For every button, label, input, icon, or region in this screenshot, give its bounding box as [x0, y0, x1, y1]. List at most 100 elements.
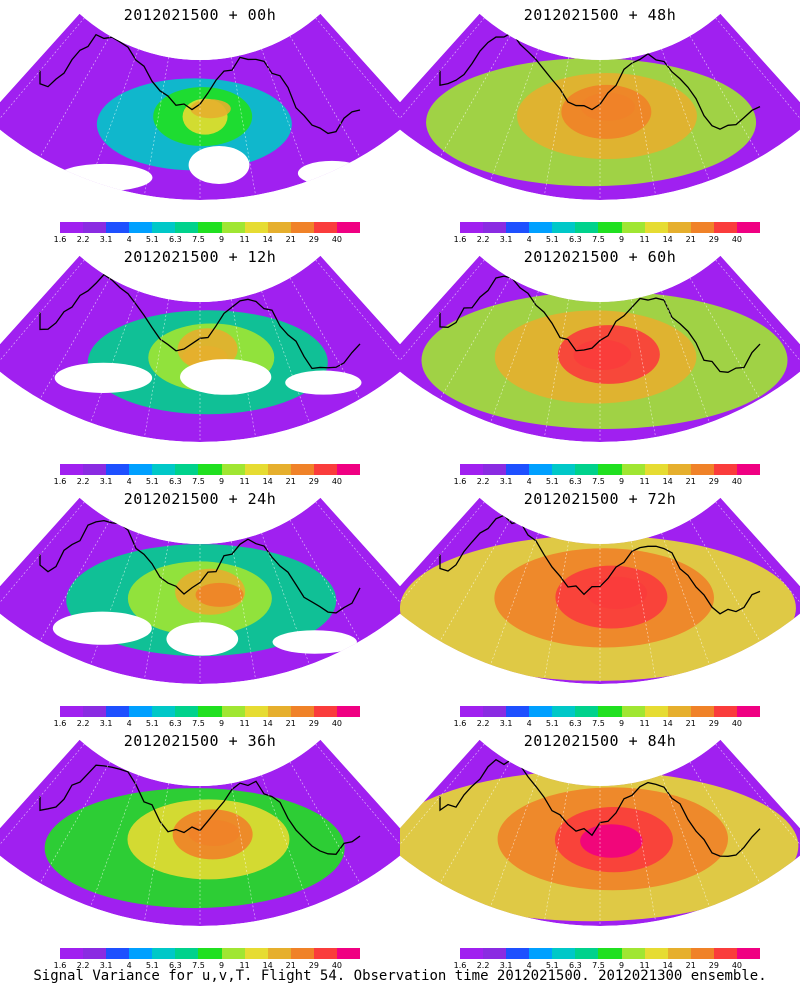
colorbar-swatch: [575, 464, 599, 475]
colorbar-tick-label: 5.1: [545, 961, 559, 970]
colorbar-tick-label: 5.1: [545, 719, 559, 728]
colorbar-tick-label: 7.5: [192, 235, 205, 244]
meridian-line: [544, 299, 570, 438]
panel-title: 2012021500 + 60h: [523, 248, 677, 266]
meridian-line: [544, 541, 570, 680]
colorbar-swatch: [736, 222, 761, 233]
variance-map: [0, 739, 400, 926]
colorbar-tick-label: 14: [662, 719, 673, 728]
colorbar-swatch: [83, 948, 107, 959]
colorbar-swatch: [152, 706, 176, 717]
colorbar-tick-label: 2.2: [76, 477, 90, 486]
colorbar-tick-label: 6.3: [169, 961, 182, 970]
variance-contour: [195, 582, 244, 607]
panel-title: 2012021500 + 36h: [123, 732, 277, 750]
colorbar-tick-label: 6.3: [569, 477, 582, 486]
colorbar-tick-label: 4: [526, 477, 532, 486]
colorbar-swatch: [690, 948, 715, 959]
colorbar-swatch: [336, 222, 361, 233]
meridian-line: [630, 541, 656, 680]
colorbar-tick-label: 1.6: [53, 961, 67, 970]
colorbar-swatch: [483, 222, 507, 233]
variance-contour: [188, 819, 240, 846]
colorbar-swatch: [575, 706, 599, 717]
colorbar-swatch: [690, 464, 715, 475]
colorbar-swatch: [552, 222, 576, 233]
coastline: [39, 764, 361, 855]
colorbar-swatch: [221, 706, 246, 717]
meridian-line: [144, 541, 170, 680]
colorbar-swatch: [221, 948, 246, 959]
colorbar-tick-label: 29: [308, 235, 319, 244]
colorbar-swatch: [736, 948, 761, 959]
below-threshold-area: [285, 370, 362, 395]
colorbar-swatch: [667, 464, 692, 475]
colorbar-tick-label: 40: [331, 719, 343, 728]
colorbar-swatch: [290, 948, 315, 959]
variance-map: [0, 255, 400, 442]
colorbar-tick-label: 3.1: [499, 235, 513, 244]
colorbar-tick-label: 6.3: [569, 235, 582, 244]
colorbar-swatch: [506, 948, 530, 959]
colorbar-swatch: [667, 222, 692, 233]
colorbar-swatch: [598, 222, 623, 233]
meridian-line: [144, 299, 170, 438]
colorbar-tick-label: 2.2: [476, 235, 490, 244]
colorbar-tick-label: 7.5: [192, 477, 205, 486]
colorbar-tick-label: 1.6: [53, 477, 67, 486]
colorbar-tick-label: 21: [685, 719, 696, 728]
colorbar-swatch: [644, 222, 669, 233]
colorbar-tick-label: 29: [708, 961, 719, 970]
meridian-line: [144, 57, 170, 196]
colorbar-swatch: [106, 222, 130, 233]
colorbar-swatch: [60, 222, 84, 233]
colorbar-swatch: [198, 222, 223, 233]
figure-caption: Signal Variance for u,v,T. Flight 54. Ob…: [33, 968, 767, 984]
colorbar-swatch: [736, 706, 761, 717]
colorbar-swatch: [129, 222, 153, 233]
meridian-line: [544, 783, 570, 922]
below-threshold-area: [54, 362, 153, 393]
variance-map: [400, 497, 800, 684]
colorbar-tick-label: 1.6: [453, 235, 467, 244]
meridian-line: [661, 49, 710, 181]
meridian-line: [400, 743, 485, 852]
variance-map: [400, 13, 800, 200]
meridian-line: [39, 761, 111, 884]
colorbar-swatch: [644, 706, 669, 717]
meridian-line: [689, 519, 761, 642]
colorbar-tick-label: 7.5: [192, 719, 205, 728]
colorbar-tick-label: 40: [731, 477, 743, 486]
colorbar-swatch: [667, 706, 692, 717]
colorbar-tick-label: 29: [708, 719, 719, 728]
colorbar-tick-label: 9: [218, 477, 225, 486]
meridian-line: [230, 541, 256, 680]
meridian-line: [661, 291, 710, 423]
colorbar-swatch: [267, 464, 292, 475]
colorbar-swatch: [267, 948, 292, 959]
meridian-line: [661, 775, 710, 907]
colorbar-swatch: [336, 948, 361, 959]
variance-map: [400, 739, 800, 926]
colorbar-tick-label: 6.3: [169, 719, 182, 728]
colorbar-swatch: [336, 464, 361, 475]
variance-contour: [573, 339, 632, 371]
meridian-line: [261, 533, 310, 665]
below-threshold-area: [166, 622, 239, 656]
meridian-line: [689, 761, 761, 884]
colorbar-swatch: [129, 706, 153, 717]
variance-contour: [580, 824, 643, 858]
below-threshold-area: [188, 145, 250, 184]
colorbar-tick-label: 5.1: [545, 235, 559, 244]
colorbar-tick-label: 3.1: [99, 719, 113, 728]
colorbar-tick-label: 29: [308, 719, 319, 728]
colorbar-swatch: [483, 706, 507, 717]
colorbar-tick-label: 9: [218, 961, 225, 970]
colorbar-tick-label: 9: [618, 719, 625, 728]
colorbar-tick-label: 9: [218, 235, 225, 244]
panel-title: 2012021500 + 84h: [523, 732, 677, 750]
colorbar-tick-label: 3.1: [499, 961, 513, 970]
colorbar-swatch: [198, 464, 223, 475]
colorbar-tick-label: 3.1: [99, 235, 113, 244]
meridian-line: [289, 519, 361, 642]
